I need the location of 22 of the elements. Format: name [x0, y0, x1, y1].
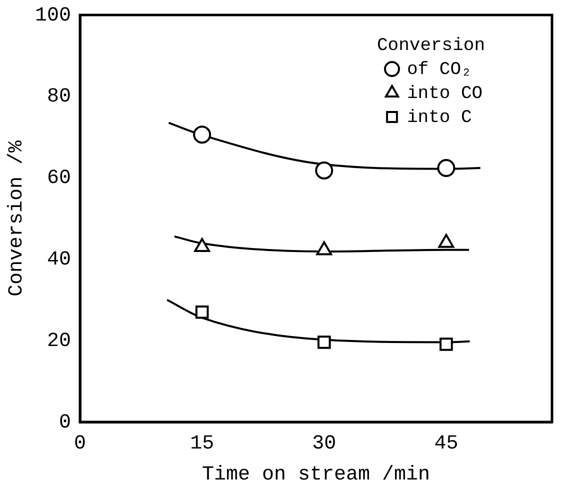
legend-label: into C: [407, 108, 472, 128]
point: [315, 161, 334, 180]
x-axis-title: Time on stream /min: [202, 463, 430, 486]
x-tick-label: 30: [312, 432, 336, 456]
y-tick-label: 60: [46, 167, 72, 190]
point: [317, 336, 331, 349]
point: [440, 338, 453, 351]
y-tick-label: 80: [46, 86, 72, 109]
y-tick-label: 0: [58, 411, 72, 434]
y-tick-label: 100: [34, 4, 72, 28]
legend-title: Conversion: [377, 36, 486, 56]
x-tick-label: 0: [74, 432, 86, 456]
point: [193, 126, 212, 144]
legend-label: of CO₂: [407, 60, 472, 80]
point: [195, 305, 209, 319]
x-tick-label: 15: [190, 432, 214, 456]
y-axis-title: Conversion /%: [5, 139, 28, 297]
legend-label: into CO: [407, 84, 483, 104]
y-tick-label: 20: [46, 330, 72, 353]
x-tick-label: 45: [434, 432, 458, 456]
y-tick-label: 40: [46, 248, 72, 272]
point: [437, 159, 456, 178]
